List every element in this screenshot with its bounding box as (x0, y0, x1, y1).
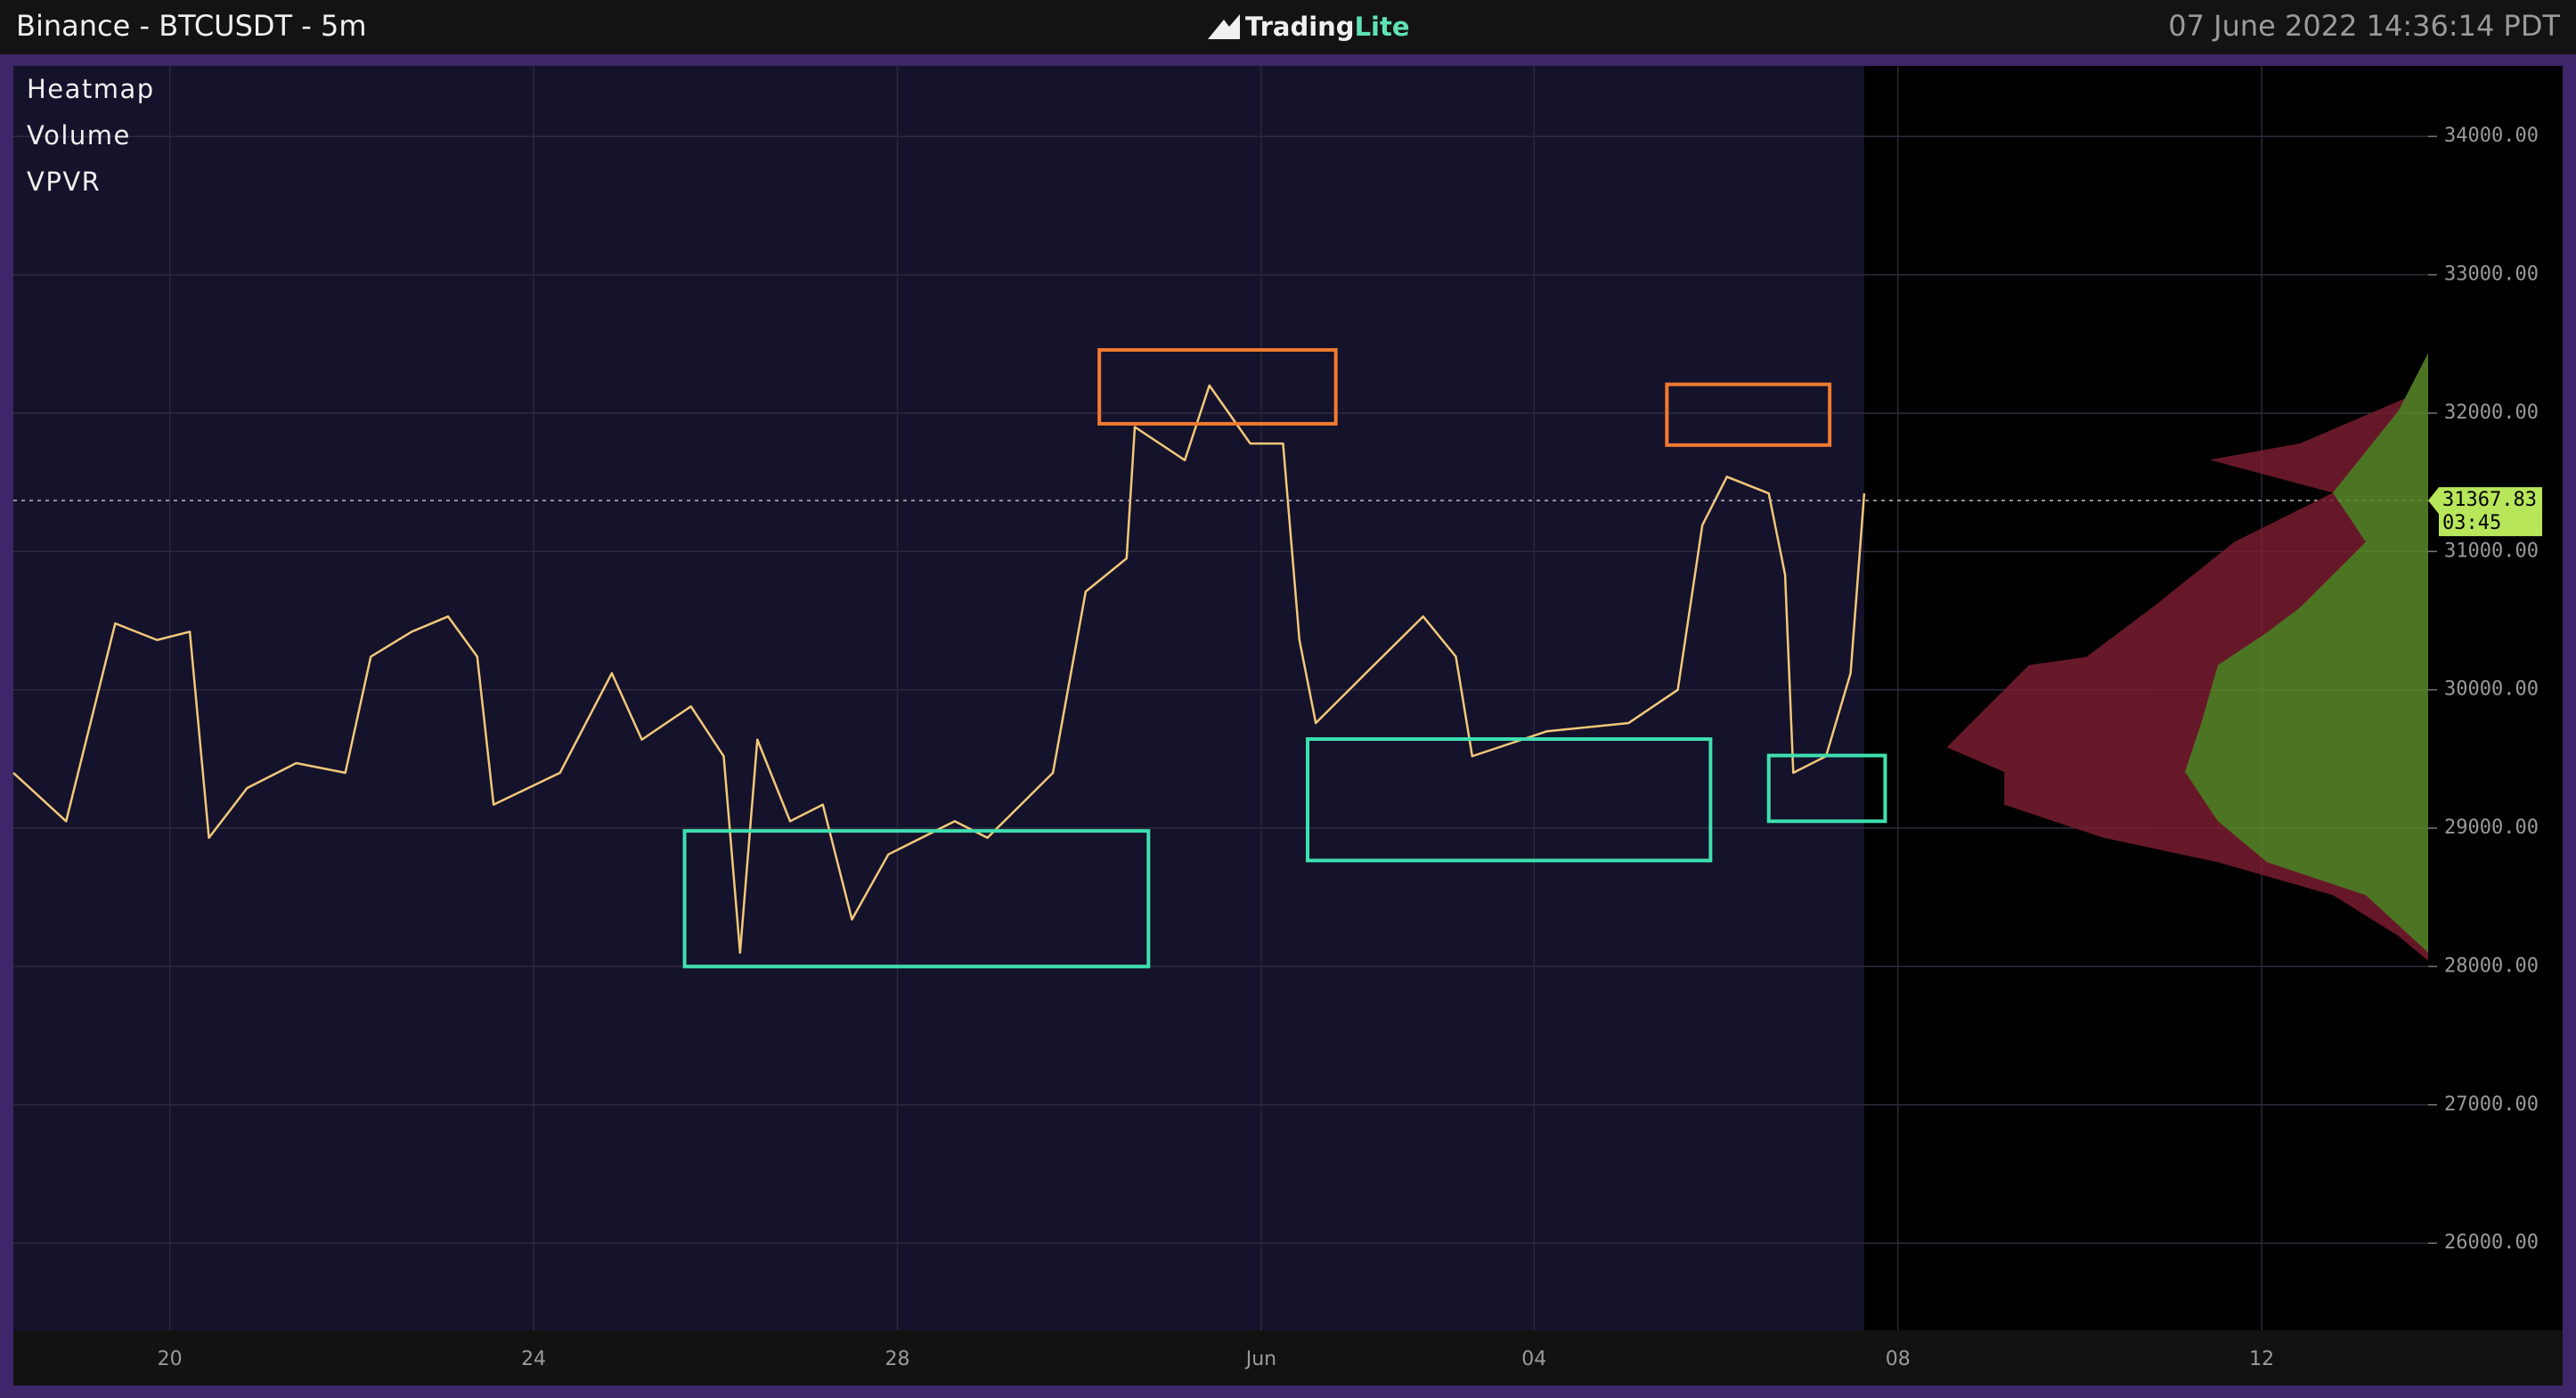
y-tick-label: 33000.00 (2444, 264, 2539, 286)
y-tick-label: 30000.00 (2444, 679, 2539, 701)
profile-buy (2185, 353, 2429, 953)
y-tick-label: 28000.00 (2444, 955, 2539, 977)
x-tick-label: 24 (521, 1348, 546, 1370)
zone-box (1665, 382, 1832, 447)
countdown-label: 03:45 (2442, 512, 2501, 534)
x-tick-label: 08 (1886, 1348, 1911, 1370)
logo: TradingLite (1208, 12, 1410, 42)
x-tick-label: 12 (2249, 1348, 2274, 1370)
y-tick-label: 29000.00 (2444, 817, 2539, 839)
indicator-label: VPVR (27, 167, 101, 197)
window-title: Binance - BTCUSDT - 5m (16, 9, 367, 43)
zone-box (682, 829, 1151, 969)
last-price-tag (2428, 487, 2542, 537)
timestamp: 07 June 2022 14:36:14 PDT (2168, 9, 2560, 43)
zone-box (1766, 753, 1887, 824)
indicator-label: Heatmap (27, 74, 155, 104)
overlay: 34000.00 33000.00 32000.00 31000.00 30000.00… (27, 74, 2542, 1254)
heatmap (13, 66, 1864, 1330)
x-tick-label: 28 (885, 1348, 910, 1370)
logo-icon (1208, 14, 1240, 39)
logo-accent: Lite (1355, 12, 1410, 42)
y-tick-label: 26000.00 (2444, 1231, 2539, 1254)
last-price-label: 31367.83 (2442, 489, 2537, 511)
zone-box (1306, 736, 1713, 863)
y-tick-label: 27000.00 (2444, 1093, 2539, 1116)
y-tick-label: 34000.00 (2444, 125, 2539, 147)
logo-text: TradingLite (1245, 12, 1410, 42)
volume-profile (1946, 353, 2429, 961)
plot: 20 24 28 Jun 04 08 12 (12, 66, 2563, 1386)
x-axis-bar (13, 1330, 2563, 1386)
y-tick-label: 32000.00 (2444, 402, 2539, 424)
x-tick-label: 20 (158, 1348, 183, 1370)
indicator-label: Volume (27, 120, 131, 150)
y-tick-label: 31000.00 (2444, 540, 2539, 562)
zone-box (1097, 347, 1338, 426)
logo-main: Trading (1245, 12, 1355, 42)
x-tick-label: Jun (1244, 1348, 1276, 1370)
x-tick-label: 04 (1521, 1348, 1546, 1370)
